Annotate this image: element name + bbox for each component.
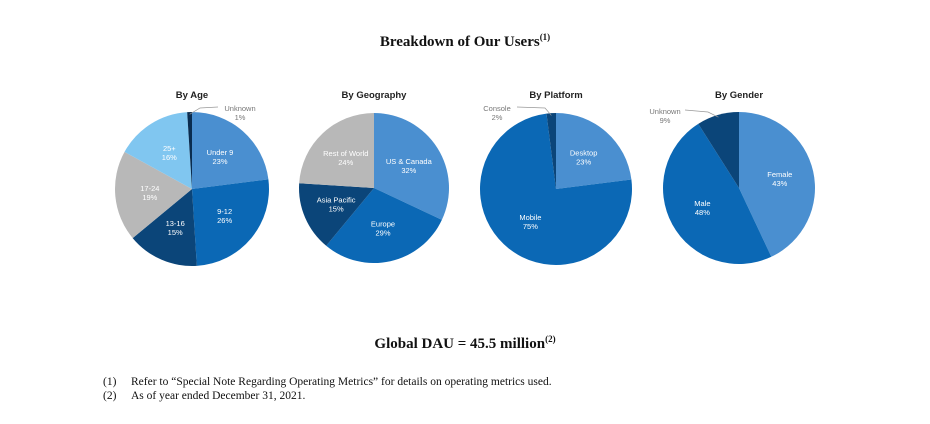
- footnote: (2) As of year ended December 31, 2021.: [103, 389, 552, 403]
- pie-slice-under-9: [192, 112, 269, 189]
- slice-value: 16%: [162, 153, 177, 162]
- slice-label: Male: [694, 199, 710, 208]
- slice-value: 29%: [375, 228, 390, 237]
- slice-value: 19%: [142, 193, 157, 202]
- footnote-number: (1): [103, 376, 117, 388]
- slice-value: 48%: [695, 208, 710, 217]
- slice-label: Asia Pacific: [317, 195, 356, 204]
- main-title: Breakdown of Our Users(1): [0, 32, 930, 51]
- slice-value: 32%: [401, 166, 416, 175]
- pie-slice-mobile: [480, 113, 632, 266]
- slice-value: 23%: [576, 158, 591, 167]
- slice-value: 23%: [212, 157, 227, 166]
- pie-slice-us-canada: [374, 113, 449, 220]
- slice-label: Unknown: [649, 107, 680, 116]
- pie-slice-asia-pacific: [299, 183, 374, 246]
- slice-label: Rest of World: [323, 149, 368, 158]
- dau-footnote-ref: (2): [545, 334, 556, 344]
- pie-title: By Gender: [715, 90, 763, 101]
- slice-value: 24%: [338, 158, 353, 167]
- slice-value: 75%: [523, 222, 538, 231]
- pie-slice-male: [663, 123, 772, 264]
- slice-value: 15%: [329, 204, 344, 213]
- slice-label: Desktop: [570, 149, 598, 158]
- pie-slice-console: [546, 113, 556, 189]
- leader-line: [684, 109, 719, 118]
- pie-slice-9-12: [192, 179, 269, 266]
- pie-slice-25: [124, 112, 192, 189]
- slice-value: 26%: [217, 216, 232, 225]
- footnotes: (1) Refer to “Special Note Regarding Oper…: [103, 375, 552, 403]
- footnote-text: Refer to “Special Note Regarding Operati…: [131, 376, 552, 388]
- slice-label: Console: [483, 104, 511, 113]
- title-footnote-ref: (1): [539, 32, 551, 42]
- slice-value: 2%: [492, 113, 503, 122]
- dau-text: Global DAU = 45.5 million: [374, 336, 546, 352]
- pie-slice-13-16: [132, 189, 197, 266]
- main-title-text: Breakdown of Our Users: [379, 34, 540, 50]
- slice-label: Mobile: [519, 213, 541, 222]
- slice-label: Female: [767, 170, 792, 179]
- leader-line: [516, 106, 552, 116]
- global-dau: Global DAU = 45.5 million(2): [0, 334, 930, 353]
- pie-slice-female: [739, 112, 815, 257]
- pie-slice-europe: [326, 188, 442, 263]
- slice-label: 13-16: [166, 219, 185, 228]
- leader-line: [189, 106, 219, 115]
- pie-title: By Platform: [529, 90, 582, 101]
- slice-label: 9-12: [217, 207, 232, 216]
- pie-slice-rest-of-world: [299, 113, 374, 188]
- slice-value: 15%: [168, 228, 183, 237]
- pie-slice-unknown: [187, 112, 192, 189]
- pie-slice-desktop: [556, 113, 632, 189]
- footnote-text: As of year ended December 31, 2021.: [131, 390, 306, 402]
- pie-slice-17-24: [115, 151, 192, 239]
- slice-label: Under 9: [207, 148, 234, 157]
- footnote: (1) Refer to “Special Note Regarding Oper…: [103, 375, 552, 389]
- slice-label: Europe: [371, 219, 395, 228]
- slice-value: 1%: [235, 113, 246, 122]
- slice-label: 25+: [163, 144, 176, 153]
- slice-value: 43%: [772, 179, 787, 188]
- slice-label: 17-24: [140, 184, 159, 193]
- slice-value: 9%: [660, 116, 671, 125]
- pie-title: By Age: [176, 90, 208, 101]
- slice-label: Unknown: [224, 104, 255, 113]
- slice-label: US & Canada: [386, 157, 433, 166]
- pie-slice-unknown: [698, 112, 739, 188]
- footnote-number: (2): [103, 390, 117, 402]
- pie-title: By Geography: [342, 90, 408, 101]
